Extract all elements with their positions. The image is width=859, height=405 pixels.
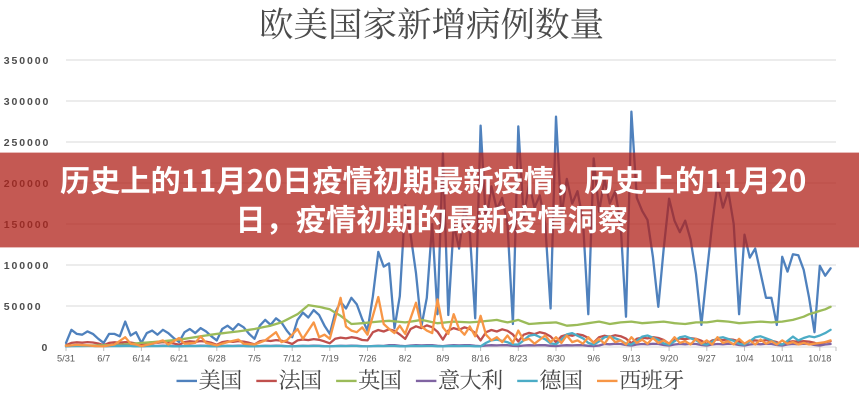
svg-text:8/23: 8/23 xyxy=(509,354,527,364)
svg-text:7/5: 7/5 xyxy=(248,354,261,364)
svg-text:6/7: 6/7 xyxy=(97,354,110,364)
svg-text:9/20: 9/20 xyxy=(660,354,678,364)
svg-text:350000: 350000 xyxy=(4,55,50,67)
svg-text:300000: 300000 xyxy=(4,96,50,108)
svg-text:250000: 250000 xyxy=(4,137,50,149)
svg-text:50000: 50000 xyxy=(4,301,43,313)
svg-text:5/31: 5/31 xyxy=(57,354,75,364)
svg-text:10/11: 10/11 xyxy=(771,354,794,364)
svg-text:6/21: 6/21 xyxy=(170,354,188,364)
svg-text:9/27: 9/27 xyxy=(698,354,716,364)
svg-text:100000: 100000 xyxy=(4,260,50,272)
svg-text:7/26: 7/26 xyxy=(358,354,376,364)
svg-text:8/9: 8/9 xyxy=(436,354,449,364)
svg-text:9/6: 9/6 xyxy=(587,354,600,364)
svg-text:8/16: 8/16 xyxy=(472,354,490,364)
svg-text:10/4: 10/4 xyxy=(735,354,753,364)
svg-text:10/18: 10/18 xyxy=(808,354,831,364)
svg-text:6/14: 6/14 xyxy=(132,354,150,364)
svg-text:8/30: 8/30 xyxy=(547,354,565,364)
svg-text:0: 0 xyxy=(42,342,50,354)
svg-text:6/28: 6/28 xyxy=(208,354,226,364)
svg-text:9/13: 9/13 xyxy=(622,354,640,364)
svg-text:7/12: 7/12 xyxy=(283,354,301,364)
svg-text:8/2: 8/2 xyxy=(399,354,412,364)
svg-text:7/19: 7/19 xyxy=(321,354,339,364)
